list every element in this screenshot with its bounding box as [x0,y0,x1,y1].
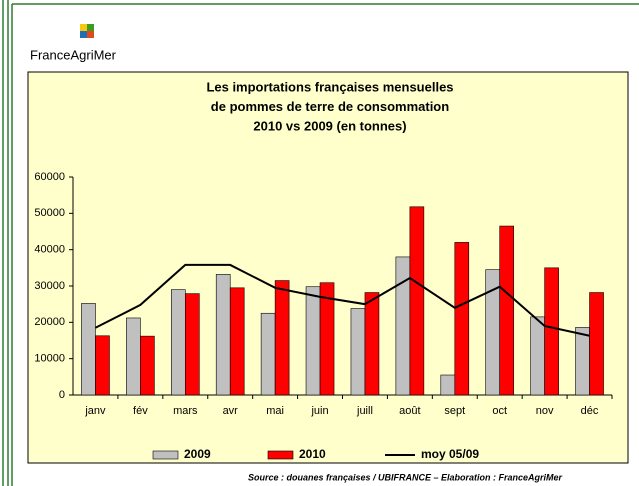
y-tick-label: 10000 [34,353,65,365]
bar [319,282,335,396]
bar [260,312,276,396]
y-tick-label: 20000 [34,316,65,328]
x-tick-label: août [399,405,420,417]
bar [305,286,321,396]
x-tick-label: juill [356,405,373,417]
legend-label: 2009 [184,447,211,461]
y-tick-label: 40000 [34,244,65,256]
bar [81,303,96,396]
logo-icon [80,24,94,38]
legend-swatch [267,450,294,460]
logo-text: FranceAgriMer [30,47,117,62]
bar [274,280,290,396]
bar [454,242,470,396]
bar [544,267,559,396]
bar [95,335,110,396]
x-tick-label: mai [266,405,284,417]
y-tick-label: 0 [59,389,65,401]
chart-area [27,71,629,464]
x-tick-label: fév [133,405,148,417]
y-tick-label: 30000 [34,280,65,292]
x-tick-label: sept [444,405,465,417]
bar [440,374,456,396]
legend-label: moy 05/09 [421,447,479,461]
bar [215,274,231,396]
bar [126,317,141,396]
legend-label: 2010 [299,447,326,461]
x-tick-label: oct [492,405,507,417]
bar [530,316,545,396]
x-tick-label: janv [84,405,106,417]
chart-title: de pommes de terre de consommation [211,99,449,114]
bar [350,308,366,396]
bar [589,292,604,396]
x-tick-label: mars [173,405,198,417]
bar [499,225,515,396]
x-tick-label: juin [310,405,328,417]
bar [140,335,155,396]
x-tick-label: nov [536,405,554,417]
legend-swatch [152,450,179,460]
chart-title: Les importations françaises mensuelles [206,79,453,94]
y-tick-label: 50000 [34,207,65,219]
x-tick-label: déc [581,405,599,417]
bar [170,289,186,396]
chart-title: 2010 vs 2009 (en tonnes) [253,118,406,133]
bar [395,256,411,396]
bar [364,292,380,396]
bar [409,206,425,396]
source: Source : douanes françaises / UBIFRANCE … [248,472,563,482]
y-tick-label: 60000 [34,171,65,183]
line [95,263,590,337]
x-tick-label: avr [223,405,239,417]
bar [575,327,590,396]
bar [229,287,245,396]
bar [184,293,200,396]
